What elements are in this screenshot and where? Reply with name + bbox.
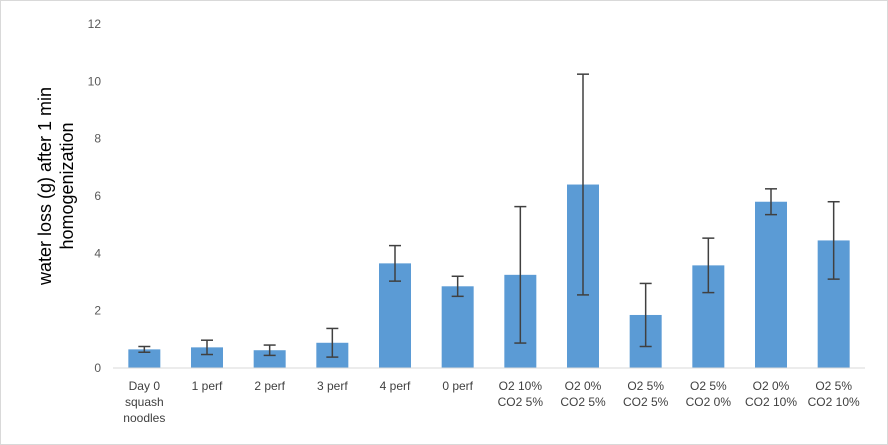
error-bar [389, 244, 401, 282]
x-category-label: 3 perf [317, 379, 348, 393]
x-category-label-line: CO2 5% [498, 395, 544, 409]
y-tick-label: 10 [88, 74, 102, 88]
bar [253, 350, 286, 368]
x-category-label-line: squash [125, 395, 164, 409]
error-bar [263, 344, 276, 357]
x-category-label-line: noodles [123, 411, 165, 425]
bar [128, 349, 161, 368]
x-category-label: O2 5% CO2 5% [623, 379, 669, 409]
error-bar [201, 339, 213, 356]
x-category-label-line: CO2 10% [808, 395, 860, 409]
error-bar [326, 327, 339, 358]
x-category-label: O2 5% CO2 10% [808, 379, 860, 409]
x-category-label-line: Day 0 [129, 379, 161, 393]
y-tick-label: 4 [94, 246, 101, 260]
error-bar [765, 188, 777, 216]
y-tick-label: 12 [88, 17, 102, 31]
x-category-label-line: O2 0% [753, 379, 790, 393]
x-category-label-line: O2 0% [565, 379, 602, 393]
x-category-label: O2 0% CO2 5% [560, 379, 606, 409]
x-category-label-line: 1 perf [192, 379, 223, 393]
error-bar [451, 275, 464, 298]
x-category-label-line: O2 5% [690, 379, 727, 393]
y-axis-ticks: 0 2 4 6 8 10 12 [88, 17, 102, 375]
x-category-label: O2 0% CO2 10% [745, 379, 797, 409]
y-axis-label: water loss (g) after 1 min homogenization [35, 87, 77, 286]
y-tick-label: 2 [94, 304, 101, 318]
error-bar [514, 205, 527, 344]
x-category-label: 1 perf [192, 379, 223, 393]
y-axis-title-line: homogenization [57, 122, 77, 249]
error-bar [702, 237, 715, 294]
x-category-label: O2 5% CO2 0% [686, 379, 732, 409]
error-bar [577, 73, 589, 296]
x-category-label-line: CO2 5% [623, 395, 669, 409]
bar [441, 286, 474, 368]
x-category-label: O2 10% CO2 5% [498, 379, 544, 409]
y-tick-label: 6 [94, 189, 101, 203]
bars [128, 184, 850, 368]
error-bars [138, 73, 840, 358]
error-bar [827, 200, 840, 280]
x-category-label-line: 2 perf [254, 379, 285, 393]
bar [755, 201, 787, 368]
x-category-label-line: 3 perf [317, 379, 348, 393]
x-category-label-line: CO2 0% [686, 395, 732, 409]
y-axis-title-line: water loss (g) after 1 min [35, 87, 55, 286]
y-tick-label: 8 [94, 132, 101, 146]
error-bar [138, 345, 151, 353]
y-tick-label: 0 [94, 361, 101, 375]
x-category-label-line: O2 5% [815, 379, 852, 393]
x-category-label-line: 4 perf [380, 379, 411, 393]
x-axis-categories: Day 0 squash noodles 1 perf 2 perf 3 perf 4 pe… [123, 379, 860, 425]
x-category-label: 2 perf [254, 379, 285, 393]
x-category-label-line: O2 10% [499, 379, 543, 393]
x-category-label-line: O2 5% [627, 379, 664, 393]
x-category-label-line: CO2 5% [560, 395, 606, 409]
error-bar [639, 282, 652, 348]
x-category-label-line: 0 perf [442, 379, 473, 393]
x-category-label-line: CO2 10% [745, 395, 797, 409]
x-category-label: 0 perf [442, 379, 473, 393]
x-category-label: 4 perf [380, 379, 411, 393]
y-axis-title: water loss (g) after 1 min homogenization [35, 87, 77, 286]
x-category-label: Day 0 squash noodles [123, 379, 165, 425]
bar [191, 347, 223, 368]
